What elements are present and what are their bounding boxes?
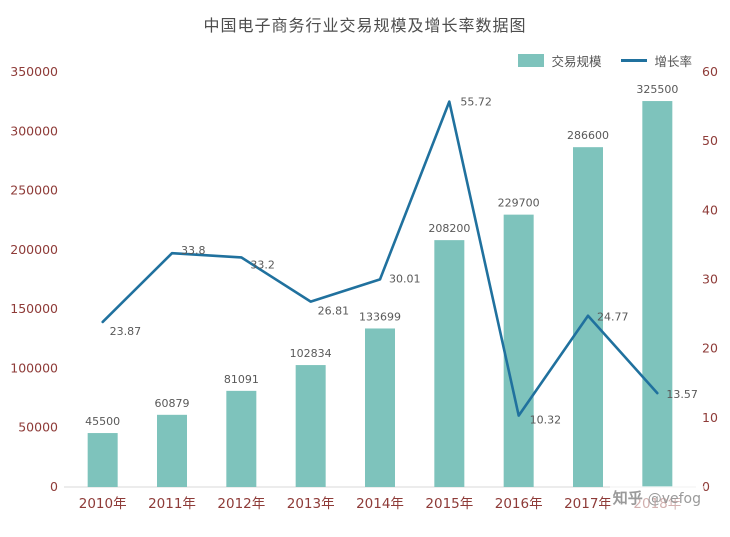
bar: [226, 390, 257, 487]
bar-value-label: 133699: [359, 310, 401, 323]
bar-value-label: 102834: [290, 347, 332, 360]
line-value-label: 10.32: [530, 414, 562, 427]
chart-title: 中国电子商务行业交易规模及增长率数据图: [203, 16, 527, 35]
y-axis-tick-right: 10: [702, 410, 718, 425]
line-value-label: 30.01: [389, 272, 421, 285]
line-value-label: 33.2: [250, 258, 274, 271]
x-axis-label: 2016年: [495, 496, 543, 512]
x-axis-label: 2011年: [148, 496, 196, 512]
watermark-handle: @vefog: [647, 491, 701, 507]
y-axis-tick-left: 200000: [10, 242, 58, 257]
y-axis-tick-left: 150000: [10, 301, 58, 316]
bar: [157, 414, 187, 487]
legend-line-swatch-icon: [621, 59, 648, 62]
line-value-label: 23.87: [110, 325, 141, 338]
legend-item-growth: 增长率: [621, 51, 692, 70]
bar: [642, 101, 673, 488]
bar-value-label: 286600: [567, 129, 609, 142]
y-axis-tick-left: 0: [50, 479, 58, 494]
legend-label-volume: 交易规模: [551, 54, 602, 69]
line-value-label: 55.72: [460, 96, 492, 109]
x-axis-label: 2012年: [217, 496, 265, 512]
bar: [434, 240, 465, 487]
growth-line: [101, 100, 659, 417]
line-value-label: 33.8: [181, 244, 206, 257]
y-axis-tick-left: 300000: [10, 123, 58, 138]
y-axis-tick-left: 50000: [18, 420, 58, 435]
y-axis-tick-left: 350000: [10, 64, 58, 79]
y-axis-tick-right: 30: [702, 272, 718, 287]
y-axis-tick-right: 60: [702, 64, 718, 79]
x-axis-label: 2010年: [79, 496, 127, 512]
legend-item-volume: 交易规模: [518, 51, 601, 70]
bar: [503, 214, 534, 488]
y-axis-tick-right: 40: [702, 202, 718, 217]
y-axis-tick-right: 50: [702, 133, 718, 148]
watermark-brand: 知乎: [612, 489, 643, 507]
x-axis-label: 2015年: [425, 496, 473, 512]
y-axis-tick-right: 20: [702, 341, 718, 356]
y-axis-tick-left: 100000: [10, 360, 58, 375]
x-axis-label: 2017年: [564, 496, 612, 512]
bar-value-label: 45500: [85, 415, 120, 428]
legend-bar-swatch-icon: [518, 54, 545, 67]
y-axis-tick-right: 0: [702, 479, 710, 494]
watermark: 知乎 @vefog: [609, 486, 704, 509]
line-value-label: 24.77: [597, 311, 629, 324]
bar: [365, 328, 395, 487]
x-axis-label: 2013年: [287, 496, 335, 512]
legend-label-growth: 增长率: [654, 54, 692, 69]
bar-value-label: 81091: [224, 373, 259, 386]
bar-value-label: 208200: [428, 222, 470, 235]
y-axis-tick-left: 250000: [10, 183, 58, 198]
line-value-label: 13.57: [666, 388, 698, 401]
bar-value-label: 325500: [636, 83, 678, 96]
legend: 交易规模 增长率: [518, 51, 692, 70]
bar: [87, 433, 118, 487]
bar-value-label: 60879: [155, 397, 190, 410]
bar-value-label: 229700: [498, 197, 540, 210]
line-value-label: 26.81: [318, 305, 350, 318]
bar: [295, 365, 326, 487]
x-axis-label: 2014年: [356, 496, 404, 512]
